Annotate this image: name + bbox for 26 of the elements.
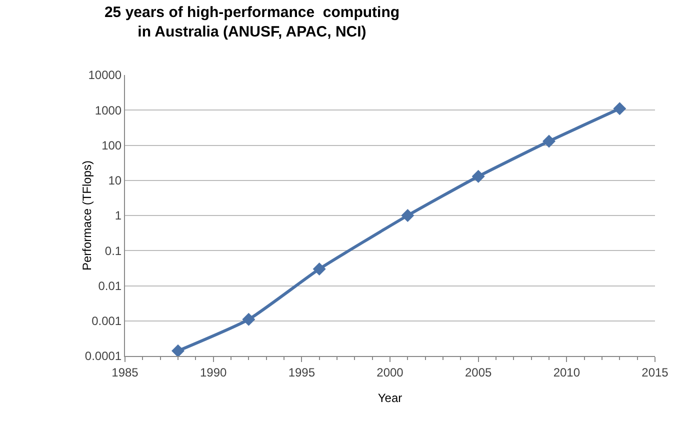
point <box>401 209 414 222</box>
point <box>613 102 626 116</box>
point <box>312 262 326 276</box>
chart-title: 25 years of high-performance computing in Australia (ANUSF, APAC, NCI) <box>104 4 400 40</box>
point <box>242 312 256 326</box>
point <box>542 134 556 148</box>
y-tick-label: 0.1 <box>104 244 122 258</box>
x-tick-label: 1995 <box>288 365 316 380</box>
x-tick-label: 1985 <box>112 365 139 380</box>
y-tick-label: 10000 <box>88 68 122 82</box>
x-tick-label: 2015 <box>642 365 669 380</box>
x-tick-label: 2010 <box>553 365 580 380</box>
x-tick-label: 1990 <box>200 365 227 380</box>
x-tick-label: 2000 <box>376 365 404 380</box>
y-tick-label: 100 <box>102 138 122 152</box>
y-tick-label: 10 <box>108 174 122 188</box>
point <box>172 344 184 356</box>
x-axis-title: Year <box>378 391 402 405</box>
y-tick-label: 0.001 <box>92 314 122 328</box>
y-axis-title: Performace (TFlops) <box>80 160 94 271</box>
y-tick-label: 0.01 <box>98 278 122 293</box>
y-tick-label: 0.0001 <box>84 349 122 364</box>
y-tick-label: 1000 <box>94 103 122 118</box>
y-tick-label: 1 <box>114 208 122 223</box>
point <box>472 170 485 183</box>
x-tick-label: 2005 <box>464 365 492 380</box>
